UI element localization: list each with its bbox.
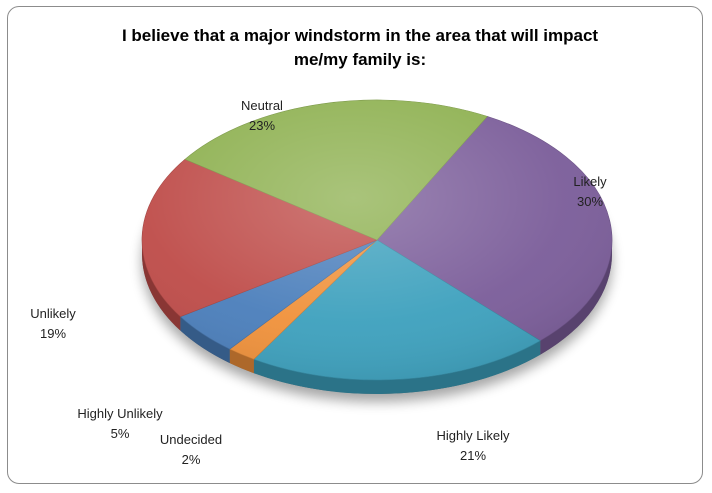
label-neutral: Neutral 23% — [232, 96, 292, 136]
label-likely-value: 30% — [576, 194, 604, 209]
label-highly-unlikely-value: 5% — [110, 426, 130, 441]
label-highly-unlikely-name: Highly Unlikely — [77, 406, 163, 421]
label-undecided: Undecided 2% — [146, 430, 236, 470]
label-likely-name: Likely — [573, 174, 607, 189]
label-highly-likely-value: 21% — [459, 448, 487, 463]
chart-title: I believe that a major windstorm in the … — [90, 24, 630, 72]
label-unlikely-name: Unlikely — [30, 306, 76, 321]
label-unlikely: Unlikely 19% — [18, 304, 88, 344]
chart-title-line-2: me/my family is: — [293, 50, 427, 69]
label-unlikely-value: 19% — [39, 326, 67, 341]
chart-title-line-1: I believe that a major windstorm in the … — [121, 26, 599, 45]
label-neutral-name: Neutral — [241, 98, 283, 113]
label-undecided-value: 2% — [181, 452, 201, 467]
label-likely: Likely 30% — [562, 172, 618, 212]
label-neutral-value: 23% — [248, 118, 276, 133]
label-undecided-name: Undecided — [159, 432, 223, 447]
pie-side-highly-likely — [253, 340, 541, 394]
label-highly-unlikely: Highly Unlikely 5% — [52, 404, 188, 444]
label-highly-likely: Highly Likely 21% — [418, 426, 528, 466]
label-highly-likely-name: Highly Likely — [436, 428, 510, 443]
